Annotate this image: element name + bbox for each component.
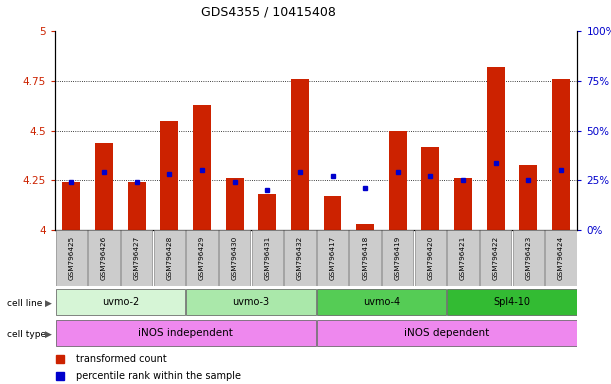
Bar — [225, 179, 244, 230]
Text: transformed count: transformed count — [76, 354, 167, 364]
Bar — [349, 230, 381, 286]
Text: cell type: cell type — [7, 329, 46, 339]
Text: GDS4355 / 10415408: GDS4355 / 10415408 — [202, 6, 336, 19]
Bar — [186, 230, 218, 286]
Text: GSM796425: GSM796425 — [68, 236, 75, 280]
Bar — [56, 320, 315, 346]
Text: uvmo-2: uvmo-2 — [101, 297, 139, 308]
Text: uvmo-4: uvmo-4 — [363, 297, 400, 308]
Text: GSM796428: GSM796428 — [166, 236, 172, 280]
Bar — [389, 131, 407, 230]
Bar — [186, 290, 315, 315]
Text: GSM796431: GSM796431 — [264, 236, 270, 280]
Bar — [95, 142, 113, 230]
Bar — [291, 79, 309, 230]
Text: GSM796421: GSM796421 — [460, 236, 466, 280]
Text: cell line: cell line — [7, 299, 43, 308]
Text: GSM796423: GSM796423 — [525, 236, 532, 280]
Text: iNOS dependent: iNOS dependent — [404, 328, 489, 338]
Bar — [258, 194, 276, 230]
Bar — [480, 230, 511, 286]
Bar — [487, 67, 505, 230]
Bar — [219, 230, 251, 286]
Bar — [513, 230, 544, 286]
Text: percentile rank within the sample: percentile rank within the sample — [76, 371, 241, 381]
Bar — [447, 230, 479, 286]
Bar — [552, 79, 570, 230]
Text: GSM796418: GSM796418 — [362, 236, 368, 280]
Bar — [324, 197, 342, 230]
Bar — [447, 290, 577, 315]
Text: GSM796429: GSM796429 — [199, 236, 205, 280]
Bar — [160, 121, 178, 230]
Text: GSM796430: GSM796430 — [232, 236, 238, 280]
Text: GSM796424: GSM796424 — [558, 236, 564, 280]
Text: iNOS independent: iNOS independent — [138, 328, 233, 338]
Text: GSM796427: GSM796427 — [134, 236, 140, 280]
Bar — [128, 182, 145, 230]
Text: GSM796422: GSM796422 — [492, 236, 499, 280]
Bar — [422, 147, 439, 230]
Bar — [56, 290, 185, 315]
Bar — [62, 182, 80, 230]
Text: GSM796419: GSM796419 — [395, 236, 401, 280]
Bar — [193, 104, 211, 230]
Text: Spl4-10: Spl4-10 — [494, 297, 530, 308]
Text: uvmo-3: uvmo-3 — [232, 297, 269, 308]
Bar — [317, 230, 348, 286]
Bar — [356, 224, 374, 230]
Bar — [252, 230, 283, 286]
Bar — [121, 230, 152, 286]
Bar — [284, 230, 315, 286]
Text: GSM796432: GSM796432 — [297, 236, 303, 280]
Bar — [89, 230, 120, 286]
Bar — [317, 290, 446, 315]
Text: GSM796420: GSM796420 — [428, 236, 433, 280]
Text: ▶: ▶ — [45, 329, 51, 339]
Bar — [519, 164, 538, 230]
Text: GSM796426: GSM796426 — [101, 236, 107, 280]
Bar — [454, 179, 472, 230]
Bar — [153, 230, 185, 286]
Bar — [415, 230, 446, 286]
Bar — [546, 230, 577, 286]
Text: GSM796417: GSM796417 — [329, 236, 335, 280]
Text: ▶: ▶ — [45, 299, 51, 308]
Bar — [317, 320, 577, 346]
Bar — [382, 230, 414, 286]
Bar — [56, 230, 87, 286]
